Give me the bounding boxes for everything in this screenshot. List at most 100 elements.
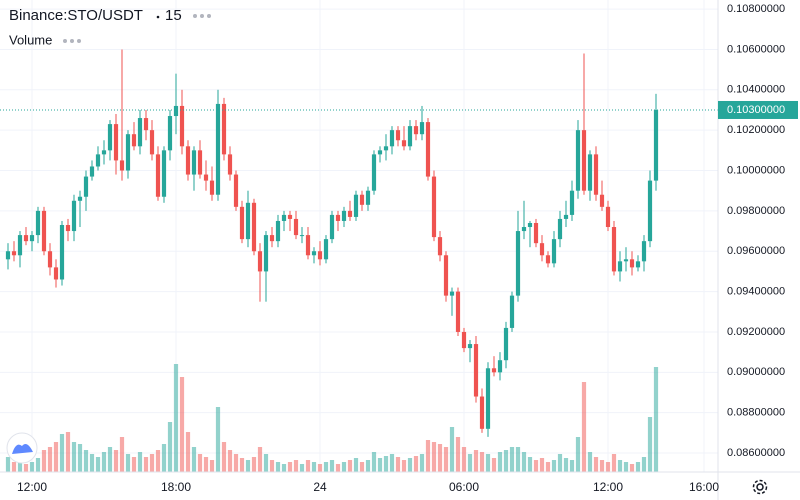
last-price-label: 0.10300000 bbox=[727, 104, 785, 116]
candle-body bbox=[23, 235, 29, 242]
volume-bar bbox=[431, 442, 437, 472]
volume-bar bbox=[167, 422, 173, 472]
volume-bar bbox=[347, 460, 353, 472]
candle-body bbox=[647, 180, 653, 242]
volume-bar bbox=[623, 462, 629, 472]
volume-bar bbox=[329, 460, 335, 472]
y-tick-label: 0.09800000 bbox=[727, 205, 785, 217]
candle-body bbox=[83, 176, 89, 197]
y-tick-label: 0.10600000 bbox=[727, 43, 785, 55]
y-tick-label: 0.08600000 bbox=[727, 447, 785, 459]
candle-body bbox=[71, 200, 77, 232]
volume-bar bbox=[515, 447, 521, 472]
volume-bar bbox=[419, 454, 425, 472]
candle-body bbox=[425, 122, 431, 177]
volume-bar bbox=[443, 447, 449, 472]
y-tick-label: 0.10400000 bbox=[727, 84, 785, 96]
volume-bar bbox=[467, 454, 473, 472]
volume-bar bbox=[65, 432, 71, 472]
interval: 15 bbox=[165, 7, 182, 24]
candle-body bbox=[227, 154, 233, 175]
candle-body bbox=[629, 259, 635, 268]
y-tick-label: 0.09400000 bbox=[727, 286, 785, 298]
volume-pane bbox=[5, 364, 659, 472]
volume-bar bbox=[497, 452, 503, 472]
candle-body bbox=[167, 116, 173, 151]
candle-body bbox=[239, 206, 245, 240]
candle-body bbox=[437, 237, 443, 256]
candle-body bbox=[521, 227, 527, 232]
y-tick-label: 0.09600000 bbox=[727, 245, 785, 257]
candle-body bbox=[653, 109, 659, 181]
candle-body bbox=[317, 251, 323, 260]
volume-bar bbox=[413, 456, 419, 472]
y-tick-label: 0.08800000 bbox=[727, 407, 785, 419]
candle-body bbox=[53, 267, 59, 280]
logo[interactable] bbox=[6, 432, 38, 464]
candle-body bbox=[575, 130, 581, 191]
last-price-box bbox=[718, 100, 798, 119]
candle-body bbox=[263, 235, 269, 272]
volume-bar bbox=[257, 447, 263, 472]
candle-body bbox=[641, 241, 647, 262]
candle-body bbox=[293, 218, 299, 236]
candle-body bbox=[203, 174, 209, 181]
candle-body bbox=[353, 194, 359, 217]
volume-bar bbox=[371, 452, 377, 472]
candle-body bbox=[233, 174, 239, 207]
candle-body bbox=[473, 344, 479, 397]
candle-body bbox=[131, 134, 137, 147]
volume-bar bbox=[365, 460, 371, 472]
volume-bar bbox=[227, 450, 233, 472]
volume-bar bbox=[239, 458, 245, 472]
volume-bar bbox=[89, 454, 95, 472]
separator-dot bbox=[156, 15, 160, 19]
volume-bar bbox=[311, 462, 317, 472]
candle-body bbox=[491, 368, 497, 373]
volume-bar bbox=[95, 457, 101, 472]
volume-bar bbox=[527, 457, 533, 472]
candle-body bbox=[257, 251, 263, 272]
candle-body bbox=[17, 235, 23, 256]
candle-body bbox=[149, 130, 155, 155]
volume-bar bbox=[59, 434, 65, 472]
volume-bar bbox=[485, 454, 491, 472]
candle-body bbox=[275, 220, 281, 242]
volume-bar bbox=[23, 464, 29, 472]
settings-gear[interactable] bbox=[752, 479, 768, 495]
candle-body bbox=[455, 291, 461, 332]
candle-body bbox=[449, 291, 455, 296]
volume-bar bbox=[53, 442, 59, 472]
volume-bar bbox=[35, 458, 41, 472]
volume-bar bbox=[221, 442, 227, 472]
volume-bar bbox=[539, 458, 545, 472]
candle-body bbox=[29, 235, 35, 242]
volume-bar bbox=[245, 460, 251, 472]
volume-bar bbox=[473, 450, 479, 472]
candle-body bbox=[401, 140, 407, 147]
volume-bar bbox=[401, 460, 407, 472]
candle-body bbox=[101, 150, 107, 155]
candle-body bbox=[617, 261, 623, 272]
volume-bar bbox=[335, 464, 341, 472]
candle-body bbox=[281, 214, 287, 221]
menu-dots[interactable] bbox=[193, 14, 211, 18]
candle-body bbox=[161, 150, 167, 197]
candle-body bbox=[209, 180, 215, 195]
candle-body bbox=[515, 231, 521, 296]
volume-bar bbox=[41, 450, 47, 472]
volume-bar bbox=[617, 460, 623, 472]
volume-bar bbox=[287, 462, 293, 472]
volume-bar bbox=[323, 462, 329, 472]
volume-bar bbox=[293, 460, 299, 472]
candle-body bbox=[461, 331, 467, 349]
volume-menu-dots[interactable] bbox=[63, 39, 81, 43]
volume-bar bbox=[179, 377, 185, 472]
volume-bar bbox=[389, 454, 395, 472]
candle-body bbox=[269, 235, 275, 242]
volume-bar bbox=[575, 437, 581, 472]
volume-bar bbox=[551, 460, 557, 472]
volume-bar bbox=[455, 437, 461, 472]
volume-bar bbox=[71, 442, 77, 472]
